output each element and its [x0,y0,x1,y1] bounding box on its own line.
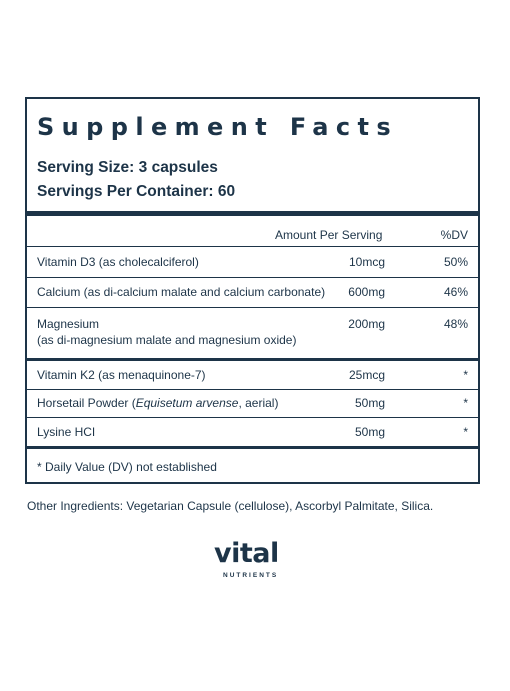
nutrient-name-prefix: Horsetail Powder ( [37,396,136,410]
medium-divider [27,446,478,449]
nutrient-latin-name: Equisetum arvense [135,396,239,410]
table-row: Calcium (as di-calcium malate and calciu… [27,277,478,307]
brand-wordmark: vital [214,538,279,569]
amount-per-serving-header: Amount Per Serving [275,228,383,242]
nutrient-name-suffix: , aerial) [238,396,279,410]
nutrient-dv: * [463,396,468,410]
nutrient-dv: 48% [443,317,468,331]
nutrient-name: Lysine HCI [37,425,96,439]
supplement-facts-panel: Supplement Facts Serving Size: 3 capsule… [25,97,480,484]
nutrient-amount: 50mg [354,396,385,410]
brand-logo: vital NUTRIENTS [214,538,296,588]
nutrient-name: Calcium (as di-calcium malate and calciu… [37,285,326,299]
medium-divider [27,358,478,361]
table-row: Horsetail Powder (Equisetum arvense, aer… [27,389,478,417]
nutrient-amount: 200mg [348,317,385,331]
nutrient-amount: 10mcg [348,255,385,269]
nutrient-dv: * [463,425,468,439]
servings-per-container: Servings Per Container: 60 [37,183,236,200]
divider [27,307,478,308]
nutrient-name: Vitamin K2 (as menaquinone-7) [37,368,206,382]
table-row: Vitamin D3 (as cholecalciferol) 10mcg 50… [27,246,478,277]
serving-size: Serving Size: 3 capsules [37,159,218,176]
dv-header: %DV [440,228,468,242]
nutrient-dv: * [463,368,468,382]
nutrient-dv: 50% [443,255,468,269]
table-row: Lysine HCI 50mg * [27,417,478,446]
panel-title: Supplement Facts [37,113,399,141]
nutrient-name: Magnesium [37,317,100,331]
nutrient-name-detail: (as di-magnesium malate and magnesium ox… [37,333,297,347]
divider [27,277,478,278]
footnote: * Daily Value (DV) not established [37,460,217,474]
nutrient-amount: 25mcg [348,368,385,382]
divider [27,389,478,390]
nutrient-name: Vitamin D3 (as cholecalciferol) [37,255,199,269]
brand-subtitle: NUTRIENTS [223,572,279,579]
table-row: Magnesium (as di-magnesium malate and ma… [27,307,478,360]
divider [27,417,478,418]
divider [27,246,478,247]
table-row: Vitamin K2 (as menaquinone-7) 25mcg * [27,361,478,389]
thick-divider [27,211,478,216]
other-ingredients: Other Ingredients: Vegetarian Capsule (c… [27,499,434,513]
nutrient-dv: 46% [443,285,468,299]
nutrient-amount: 50mg [354,425,385,439]
nutrient-amount: 600mg [348,285,385,299]
nutrient-name: Horsetail Powder (Equisetum arvense, aer… [37,396,278,410]
